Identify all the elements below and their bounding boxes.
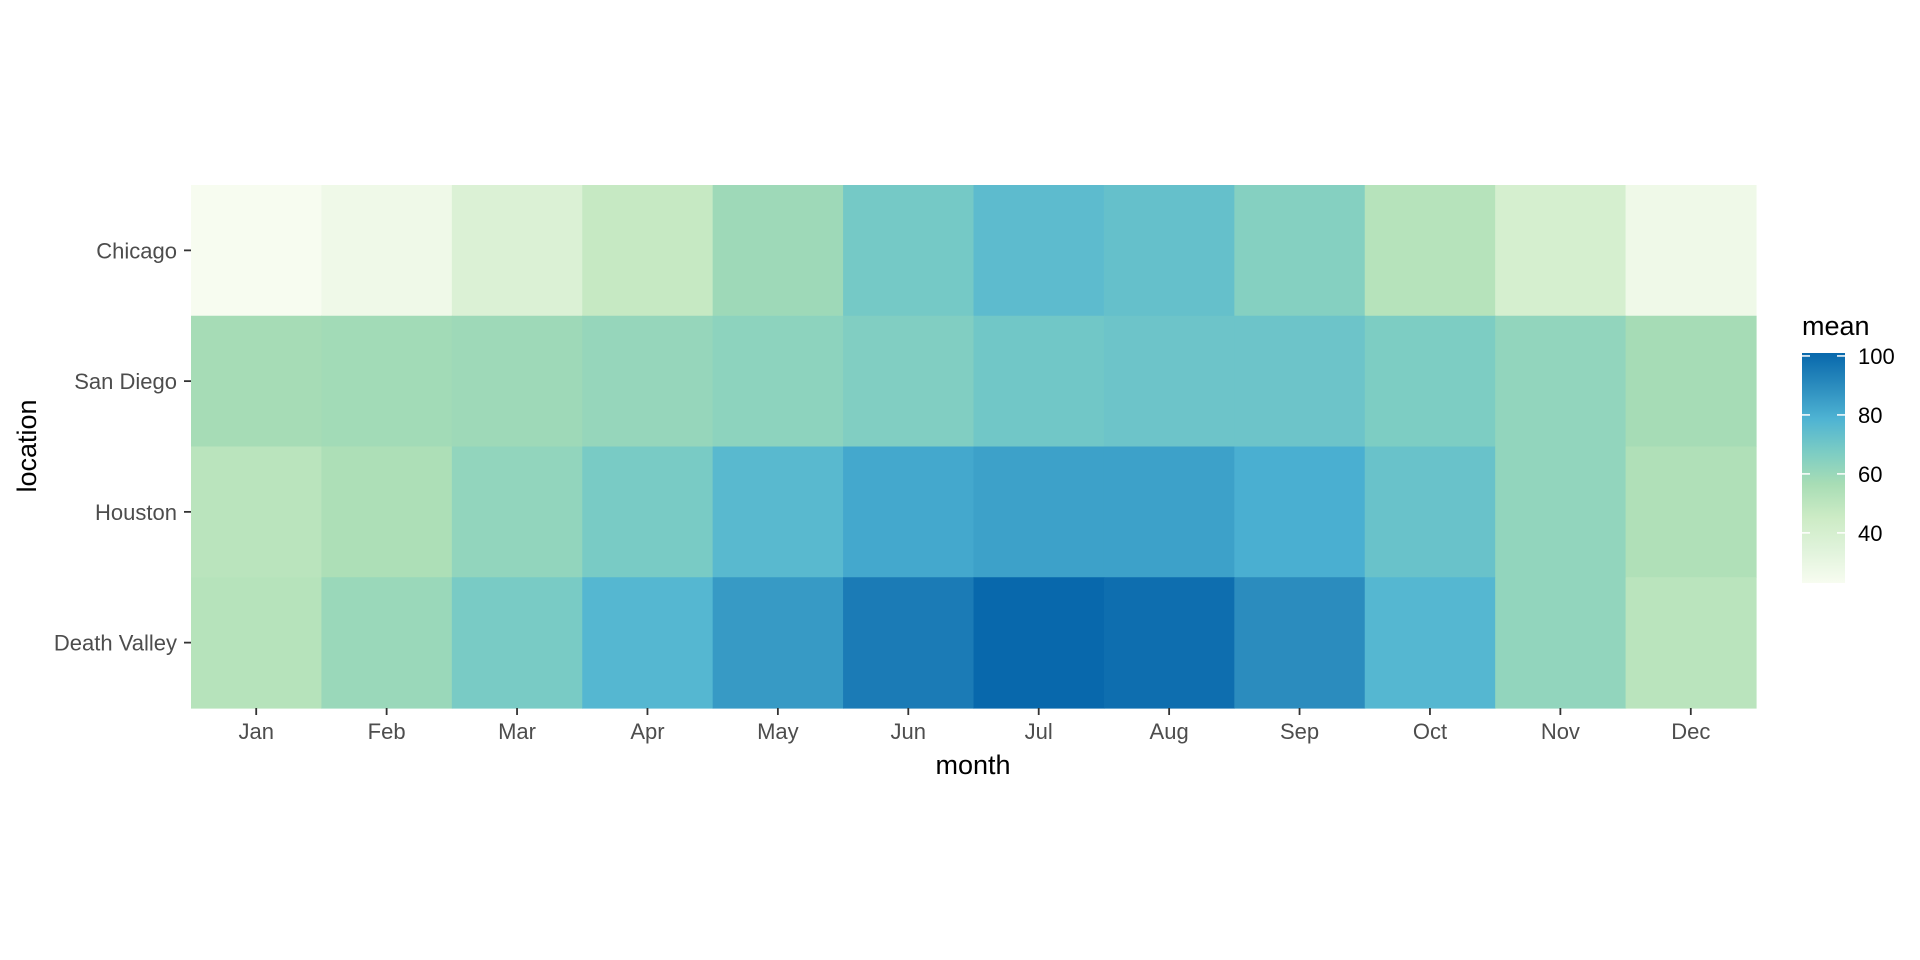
heatmap-cell [1625, 315, 1757, 448]
y-tick-label: San Diego [74, 369, 177, 394]
heatmap-cell [1103, 185, 1235, 317]
heatmap-cell [1103, 446, 1235, 578]
heatmap-cell [1364, 315, 1496, 448]
x-tick-label: Mar [498, 719, 536, 744]
heatmap-cell [973, 577, 1105, 709]
legend-tick-label: 60 [1858, 462, 1882, 487]
heatmap-cell [582, 577, 714, 709]
x-tick-label: Feb [368, 719, 406, 744]
x-tick-label: Oct [1413, 719, 1447, 744]
heatmap-cell [321, 577, 453, 709]
heatmap-cell [1103, 577, 1235, 709]
heatmap-cell [1625, 446, 1757, 578]
x-tick-label: Jul [1025, 719, 1053, 744]
heatmap-cell [1234, 185, 1366, 317]
x-axis-title: month [935, 750, 1010, 780]
heatmap-cell [712, 315, 844, 448]
legend-ticks: 40 60 80 100 [1802, 344, 1895, 546]
legend-colorbar [1802, 353, 1845, 583]
heatmap-cell [451, 315, 583, 448]
heatmap-cell [843, 446, 975, 578]
heatmap-cell [191, 185, 323, 317]
y-tick-label: Death Valley [54, 631, 177, 656]
heatmap-cell [712, 446, 844, 578]
x-tick-label: May [757, 719, 799, 744]
heatmap-cell [1234, 446, 1366, 578]
x-axis: Jan Feb Mar Apr May Jun Jul Aug Sep Oct Nov Dec [238, 708, 1710, 744]
x-tick-label: Dec [1671, 719, 1710, 744]
x-tick-label: Jan [238, 719, 273, 744]
heatmap-cell [843, 577, 975, 709]
y-axis: Chicago San Diego Houston Death Valley [54, 238, 191, 656]
heatmap-cell [1103, 315, 1235, 448]
heatmap-cell [321, 446, 453, 578]
legend-title: mean [1802, 311, 1870, 341]
x-tick-label: Nov [1541, 719, 1580, 744]
heatmap-cell [843, 185, 975, 317]
legend-tick-label: 80 [1858, 403, 1882, 428]
heatmap-cell [1495, 185, 1627, 317]
heatmap-cell [451, 577, 583, 709]
heatmap-cell [973, 446, 1105, 578]
x-tick-label: Apr [630, 719, 664, 744]
heatmap-cell [973, 315, 1105, 448]
heatmap-cell [1495, 315, 1627, 448]
heatmap-cell [191, 446, 323, 578]
heatmap-cell [1625, 185, 1757, 317]
heatmap-cell [582, 446, 714, 578]
heatmap-cell [712, 185, 844, 317]
heatmap-cell [843, 315, 975, 448]
heatmap-cell [1495, 446, 1627, 578]
heatmap-cell [1495, 577, 1627, 709]
heatmap-cell [321, 315, 453, 448]
heatmap-cell [582, 185, 714, 317]
y-tick-label: Houston [95, 500, 177, 525]
heatmap-cell [1364, 446, 1496, 578]
x-tick-label: Jun [891, 719, 926, 744]
y-tick-label: Chicago [96, 238, 177, 263]
heatmap-cell [712, 577, 844, 709]
y-axis-title: location [12, 399, 42, 492]
heatmap-cell [321, 185, 453, 317]
heatmap-cell [191, 315, 323, 448]
heatmap-cell [973, 185, 1105, 317]
heatmap-cell [1364, 577, 1496, 709]
legend-tick-label: 40 [1858, 521, 1882, 546]
heatmap-cell [1625, 577, 1757, 709]
x-tick-label: Aug [1150, 719, 1189, 744]
heatmap-cell [1234, 315, 1366, 448]
x-tick-label: Sep [1280, 719, 1319, 744]
heatmap-cell [1364, 185, 1496, 317]
heatmap-cell [451, 446, 583, 578]
heatmap-cell [1234, 577, 1366, 709]
heatmap-cell [582, 315, 714, 448]
heatmap-cells [191, 185, 1757, 709]
heatmap-cell [191, 577, 323, 709]
legend-tick-label: 100 [1858, 344, 1895, 369]
heatmap-cell [451, 185, 583, 317]
legend: mean 40 60 80 100 [1802, 311, 1895, 583]
